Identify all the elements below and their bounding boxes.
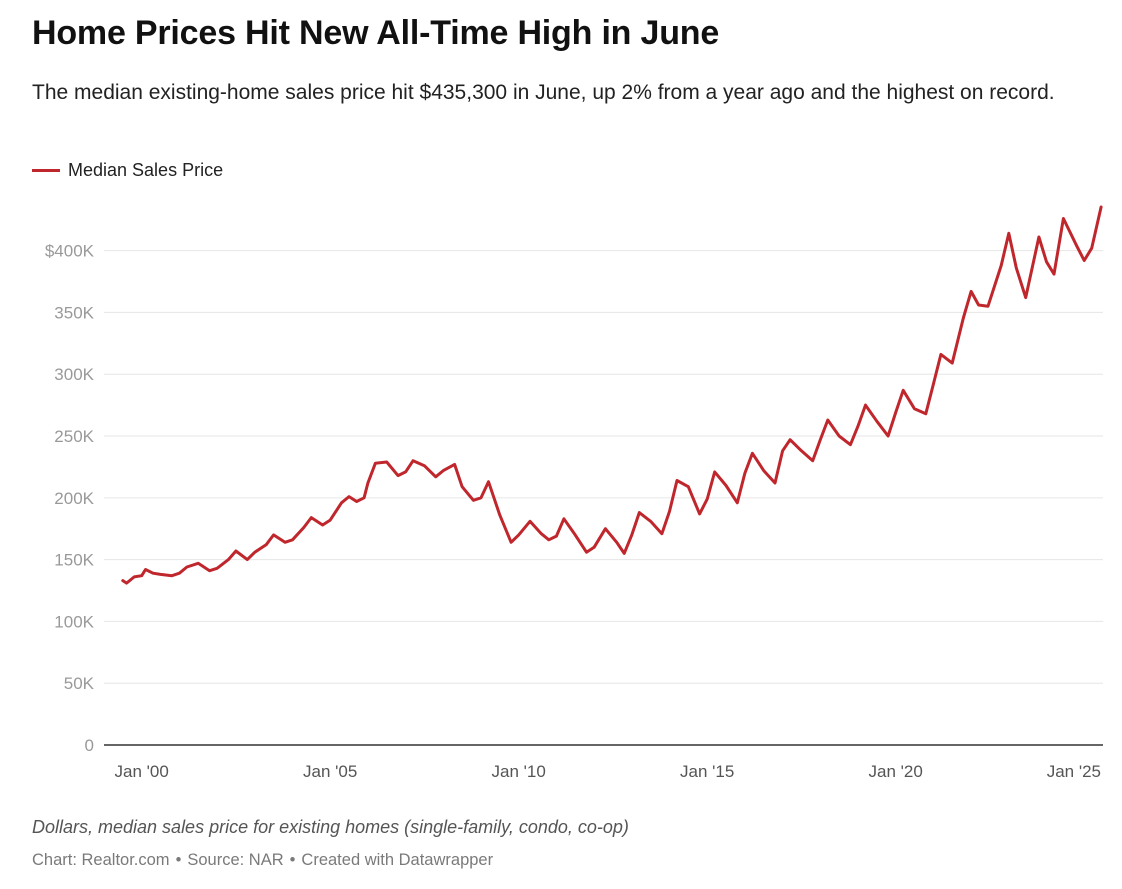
x-tick-label: Jan '00 [115, 762, 169, 781]
credit-source: Source: NAR [187, 851, 284, 869]
credit-chart: Chart: Realtor.com [32, 851, 170, 869]
chart-notes: Dollars, median sales price for existing… [32, 817, 629, 837]
credit-separator: • [289, 851, 296, 869]
legend-label: Median Sales Price [68, 160, 224, 180]
y-tick-label: 250K [54, 427, 94, 446]
x-tick-label: Jan '20 [869, 762, 923, 781]
series-line-median-sales-price [121, 205, 1103, 585]
legend-swatch [32, 169, 60, 172]
chart-credits: Chart: Realtor.com • Source: NAR • Created w… [32, 851, 493, 870]
chart-title: Home Prices Hit New All-Time High in Jun… [32, 14, 720, 52]
y-tick-label: 100K [54, 612, 94, 631]
legend: Median Sales Price [32, 160, 223, 181]
x-tick-label: Jan '05 [303, 762, 357, 781]
credit-separator: • [175, 851, 182, 869]
y-tick-label: 200K [54, 489, 94, 508]
y-tick-label: 150K [54, 551, 94, 570]
x-tick-label: Jan '25 [1047, 762, 1101, 781]
x-tick-label: Jan '15 [680, 762, 734, 781]
line-chart: 0 50K 100K 150K 200K 250K 300K 350K $400K Jan '00… [45, 205, 1103, 781]
y-tick-label: 0 [85, 736, 94, 755]
y-tick-label: $400K [45, 242, 95, 261]
y-tick-label: 300K [54, 365, 94, 384]
chart-subtitle: The median existing-home sales price hit… [32, 81, 1055, 104]
x-tick-label: Jan '10 [492, 762, 546, 781]
credit-created: Created with Datawrapper [301, 851, 494, 869]
y-tick-label: 50K [64, 674, 95, 693]
y-tick-label: 350K [54, 303, 94, 322]
